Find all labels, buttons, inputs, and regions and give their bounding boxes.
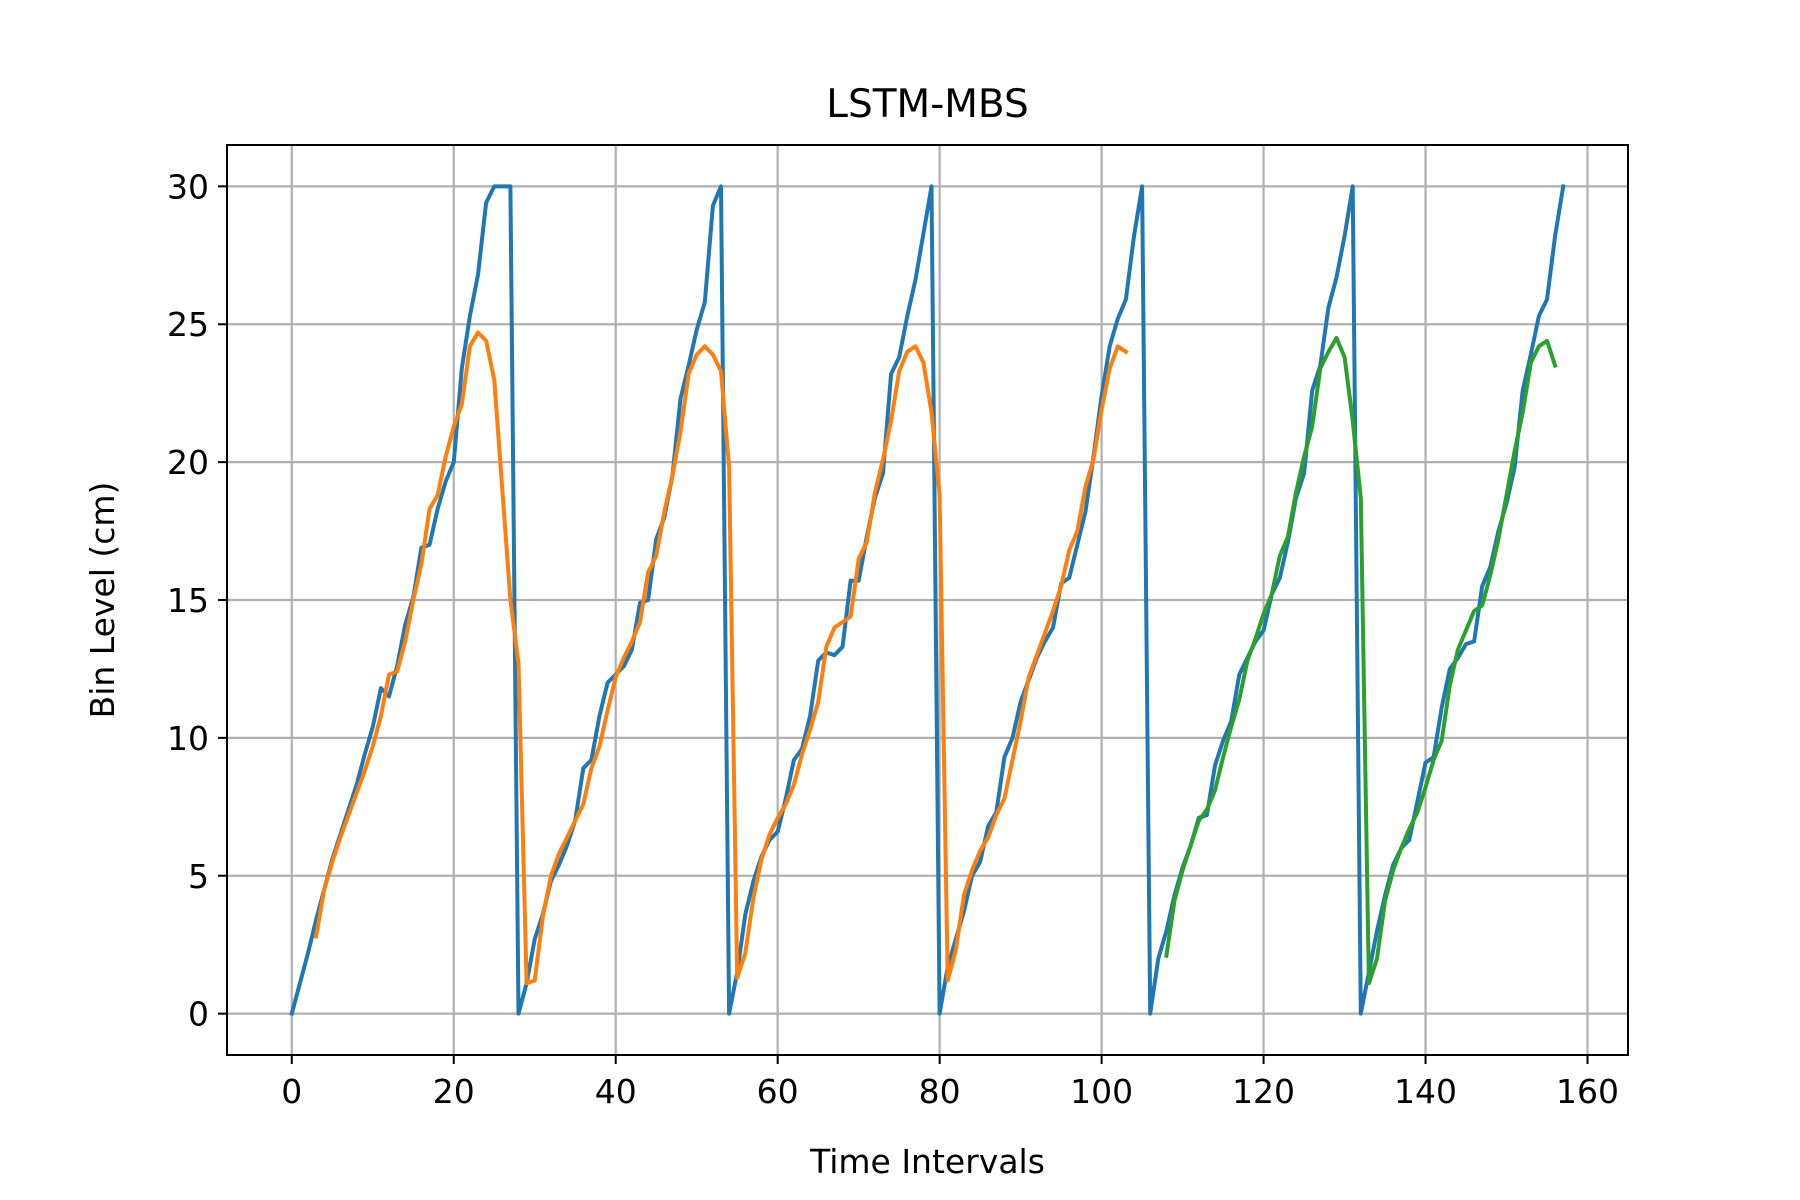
x-tick-label: 40 xyxy=(595,1072,637,1111)
x-tick-label: 60 xyxy=(757,1072,799,1111)
chart-title: LSTM-MBS xyxy=(826,82,1029,127)
x-axis-label: Time Intervals xyxy=(809,1142,1045,1181)
y-tick-label: 5 xyxy=(188,857,209,896)
grid-lines xyxy=(227,145,1628,1055)
x-tick-label: 20 xyxy=(433,1072,475,1111)
y-axis-label: Bin Level (cm) xyxy=(83,482,122,719)
series-lines xyxy=(289,184,1566,1017)
x-tick-label: 100 xyxy=(1070,1072,1133,1111)
y-tick-label: 20 xyxy=(167,443,209,482)
x-tick-label: 120 xyxy=(1232,1072,1295,1111)
y-tick-label: 30 xyxy=(167,167,209,206)
series-line-2 xyxy=(313,330,1129,986)
y-tick-label: 10 xyxy=(167,719,209,758)
x-tick-label: 140 xyxy=(1394,1072,1457,1111)
series-line-1 xyxy=(289,184,1566,1017)
y-tick-label: 15 xyxy=(167,581,209,620)
x-tick-label: 0 xyxy=(281,1072,302,1111)
axis-ticks: 0 20 40 60 80 100 120 140 160 0 5 10 15 20 25 30 xyxy=(167,167,1619,1111)
x-tick-label: 160 xyxy=(1556,1072,1619,1111)
x-tick-label: 80 xyxy=(919,1072,961,1111)
y-tick-label: 0 xyxy=(188,995,209,1034)
series-line-3 xyxy=(1164,336,1558,986)
y-tick-label: 25 xyxy=(167,305,209,344)
